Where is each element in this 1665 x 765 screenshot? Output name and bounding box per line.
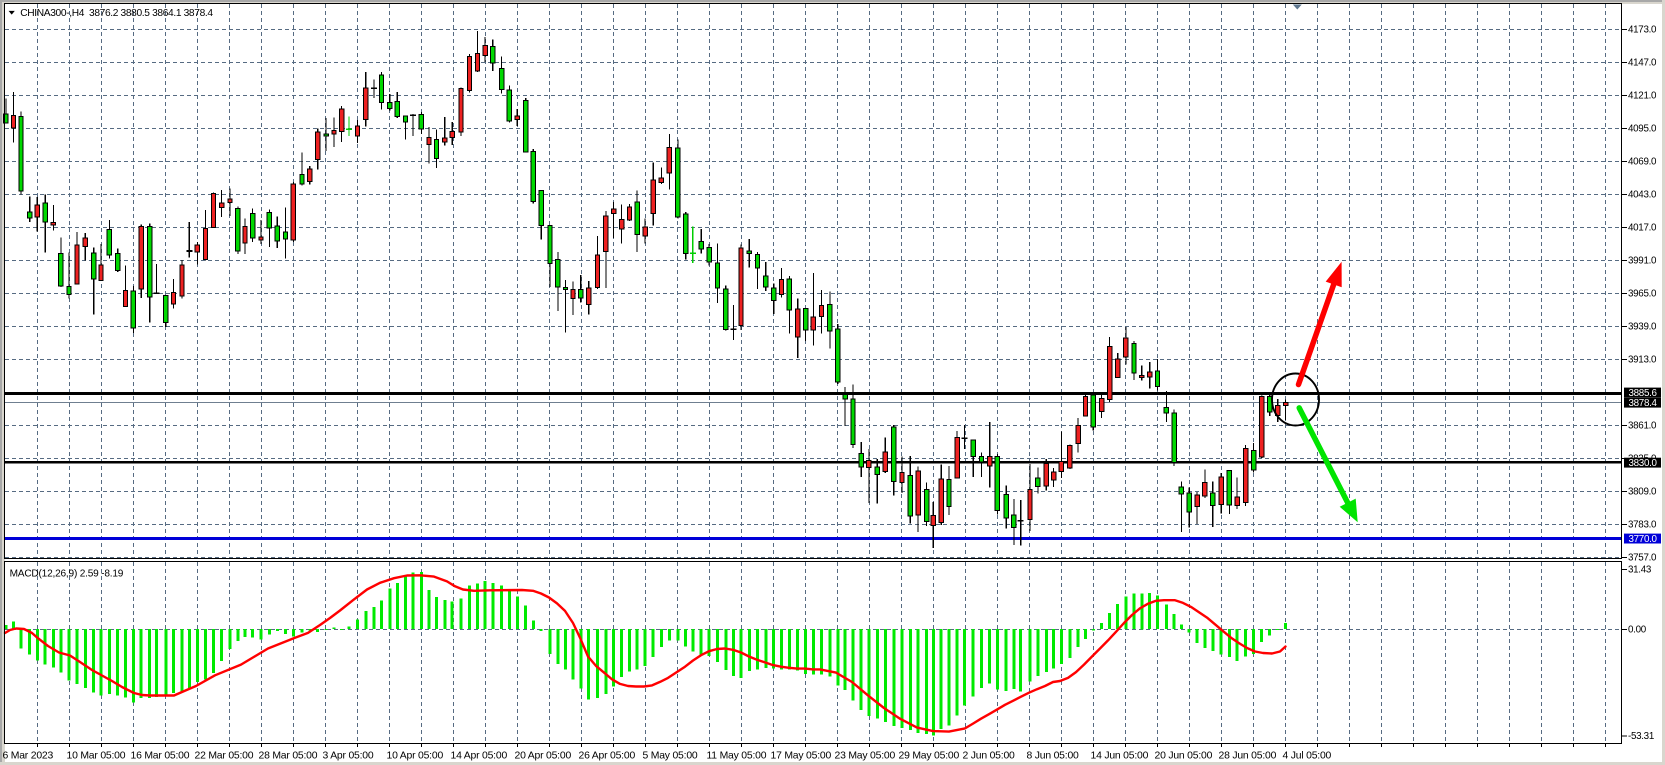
- svg-text:5 May 05:00: 5 May 05:00: [643, 751, 698, 762]
- svg-text:14 Apr 05:00: 14 Apr 05:00: [451, 751, 508, 762]
- svg-text:0.00: 0.00: [1628, 625, 1647, 636]
- svg-text:8 Jun 05:00: 8 Jun 05:00: [1027, 751, 1080, 762]
- svg-text:3770.0: 3770.0: [1629, 534, 1658, 545]
- svg-text:4121.0: 4121.0: [1628, 91, 1657, 102]
- svg-text:-53.31: -53.31: [1628, 731, 1654, 742]
- svg-text:2 Jun 05:00: 2 Jun 05:00: [963, 751, 1016, 762]
- svg-text:4069.0: 4069.0: [1628, 157, 1657, 168]
- svg-text:3878.4: 3878.4: [1629, 398, 1658, 409]
- svg-text:3861.0: 3861.0: [1628, 421, 1657, 432]
- svg-text:MACD(12,26,9) 2.59 -8.19: MACD(12,26,9) 2.59 -8.19: [10, 568, 124, 579]
- svg-text:3830.0: 3830.0: [1629, 458, 1658, 469]
- svg-text:17 May 05:00: 17 May 05:00: [771, 751, 832, 762]
- svg-text:23 May 05:00: 23 May 05:00: [835, 751, 896, 762]
- svg-text:4095.0: 4095.0: [1628, 124, 1657, 135]
- svg-text:CHINA300-,H4 3876.2 3880.5 38: CHINA300-,H4 3876.2 3880.5 3864.1 3878.4: [20, 8, 213, 19]
- svg-text:28 Jun 05:00: 28 Jun 05:00: [1219, 751, 1277, 762]
- svg-text:3913.0: 3913.0: [1628, 355, 1657, 366]
- svg-text:14 Jun 05:00: 14 Jun 05:00: [1091, 751, 1149, 762]
- svg-text:4043.0: 4043.0: [1628, 190, 1657, 201]
- svg-text:10 Mar 05:00: 10 Mar 05:00: [67, 751, 126, 762]
- svg-text:29 May 05:00: 29 May 05:00: [899, 751, 960, 762]
- svg-text:4147.0: 4147.0: [1628, 58, 1657, 69]
- svg-text:3885.6: 3885.6: [1629, 388, 1658, 399]
- svg-text:4 Jul 05:00: 4 Jul 05:00: [1283, 751, 1332, 762]
- svg-text:16 Mar 05:00: 16 Mar 05:00: [131, 751, 190, 762]
- svg-text:3757.0: 3757.0: [1628, 553, 1657, 564]
- svg-text:6 Mar 2023: 6 Mar 2023: [3, 751, 54, 762]
- svg-text:22 Mar 05:00: 22 Mar 05:00: [195, 751, 254, 762]
- svg-text:4173.0: 4173.0: [1628, 25, 1657, 36]
- svg-text:3809.0: 3809.0: [1628, 487, 1657, 498]
- svg-text:28 Mar 05:00: 28 Mar 05:00: [259, 751, 318, 762]
- svg-text:3991.0: 3991.0: [1628, 256, 1657, 267]
- svg-text:31.43: 31.43: [1628, 565, 1652, 576]
- svg-text:10 Apr 05:00: 10 Apr 05:00: [387, 751, 444, 762]
- svg-text:26 Apr 05:00: 26 Apr 05:00: [579, 751, 636, 762]
- svg-text:3965.0: 3965.0: [1628, 289, 1657, 300]
- svg-text:4017.0: 4017.0: [1628, 223, 1657, 234]
- svg-text:3783.0: 3783.0: [1628, 520, 1657, 531]
- svg-text:3939.0: 3939.0: [1628, 322, 1657, 333]
- svg-text:20 Jun 05:00: 20 Jun 05:00: [1155, 751, 1213, 762]
- svg-text:3 Apr 05:00: 3 Apr 05:00: [323, 751, 374, 762]
- svg-text:11 May 05:00: 11 May 05:00: [707, 751, 767, 762]
- svg-text:20 Apr 05:00: 20 Apr 05:00: [515, 751, 572, 762]
